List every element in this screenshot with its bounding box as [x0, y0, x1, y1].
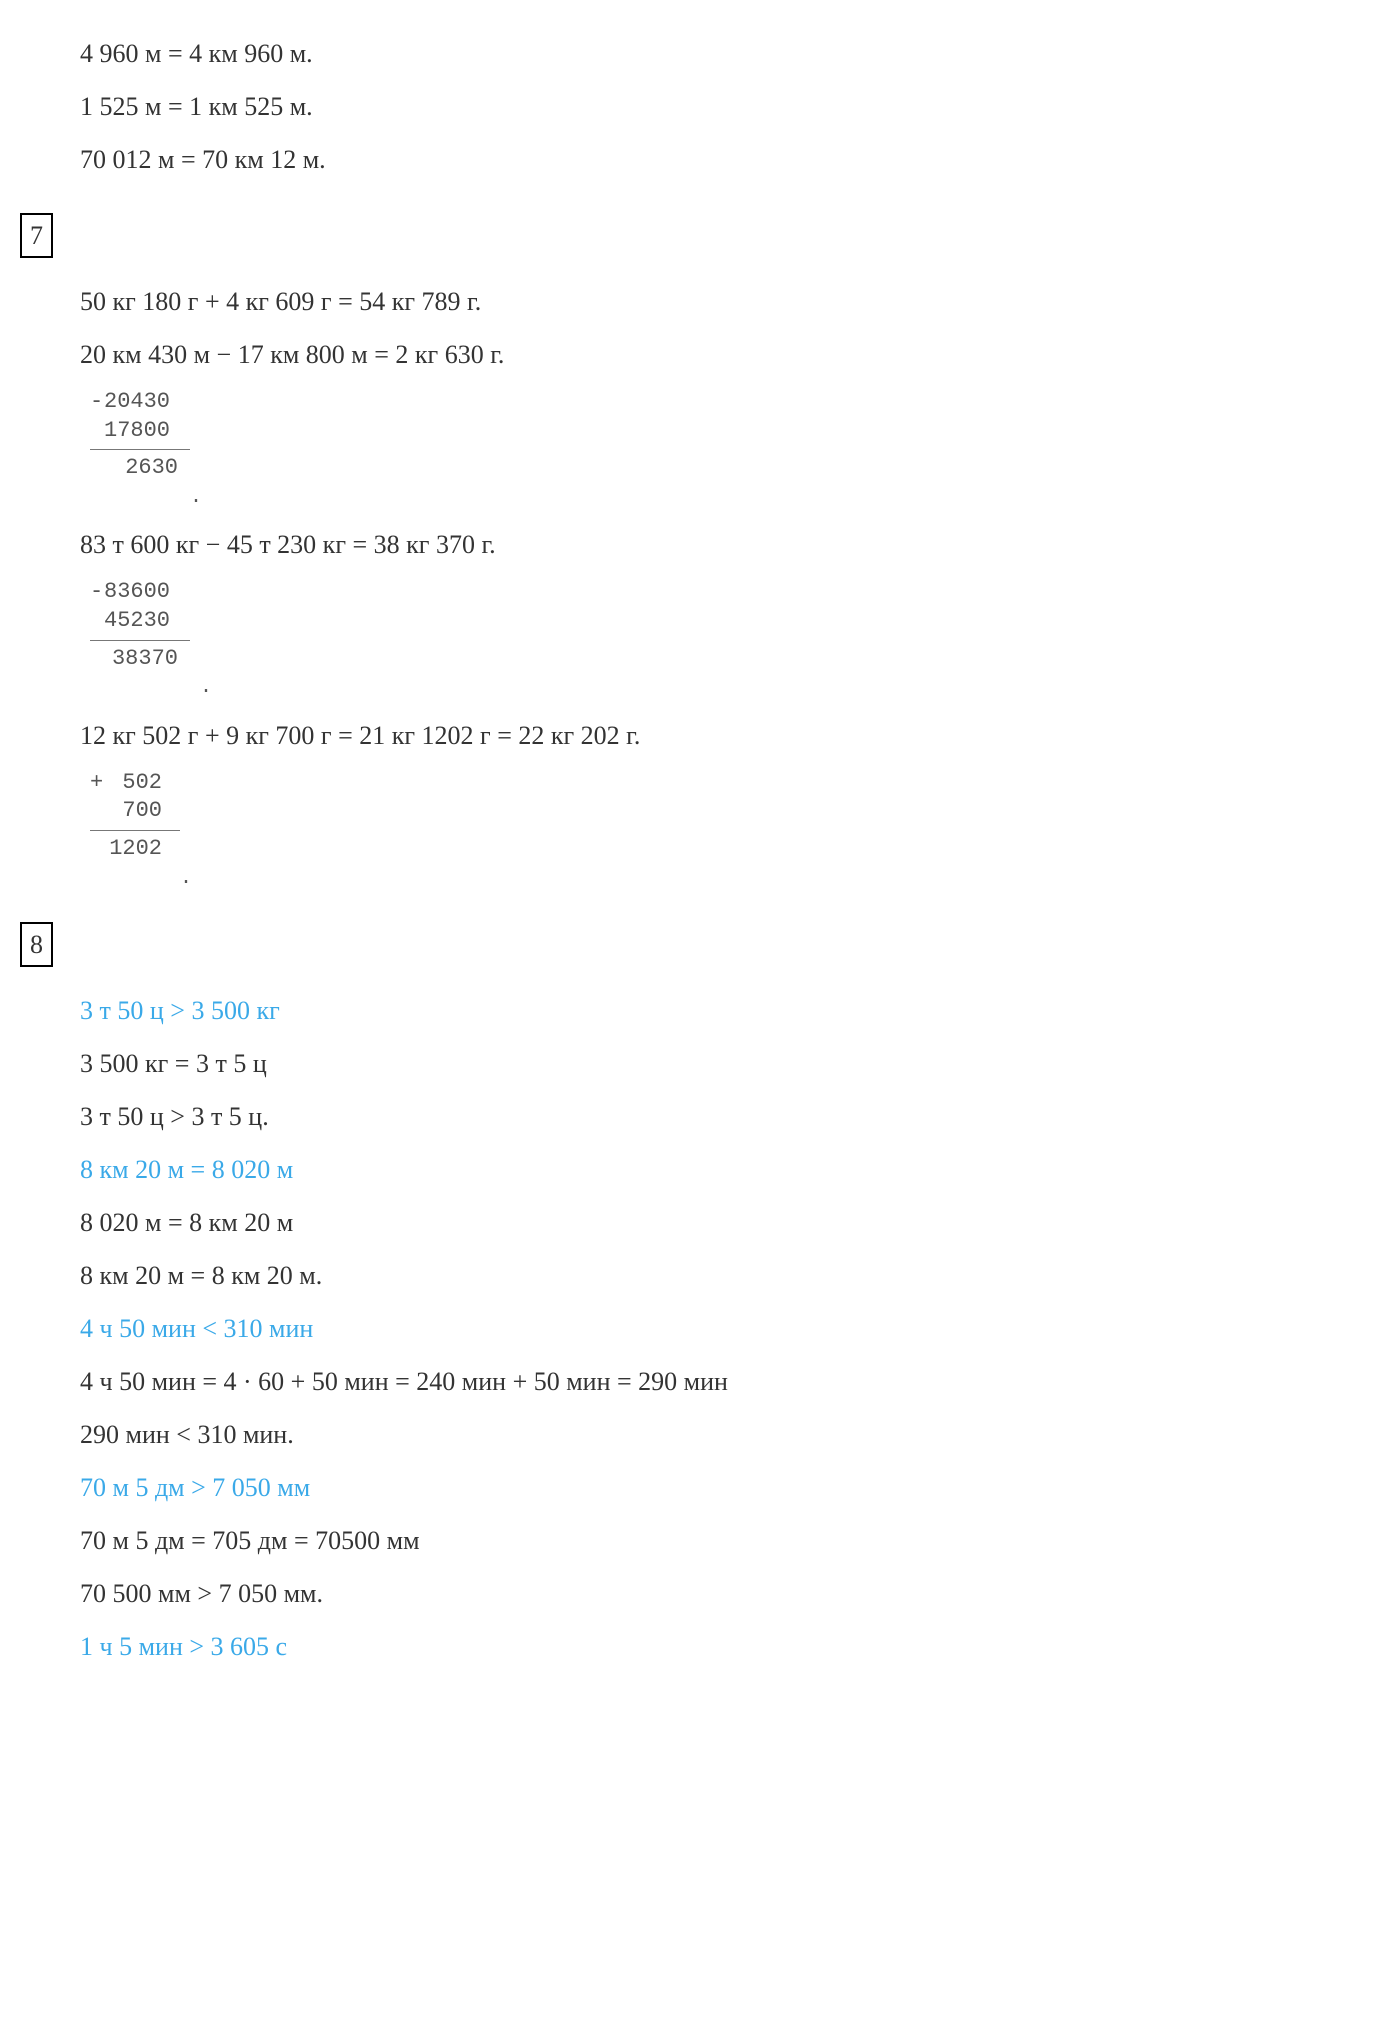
calc3-r: 1202	[104, 835, 162, 864]
sec8-h1: 3 т 50 ц > 3 500 кг	[80, 991, 1360, 1030]
calc-block-2: -83600 45230 38370 .	[90, 578, 1360, 701]
calc1-sign: -	[90, 388, 104, 417]
sec7-line-1: 50 кг 180 г + 4 кг 609 г = 54 кг 789 г.	[80, 282, 1360, 321]
calc3-b: 700	[104, 797, 162, 826]
calc-block-1: -20430 17800 2630 .	[90, 388, 1360, 511]
sec8-l5: 4 ч 50 мин = 4 · 60 + 50 мин = 240 мин +…	[80, 1362, 1360, 1401]
sec8-l3: 8 020 м = 8 км 20 м	[80, 1203, 1360, 1242]
sec8-l7: 70 м 5 дм = 705 дм = 70500 мм	[80, 1521, 1360, 1560]
calc-block-3: +502 700 1202 .	[90, 769, 1360, 892]
calc3-rule	[90, 830, 180, 831]
sec8-h4: 70 м 5 дм > 7 050 мм	[80, 1468, 1360, 1507]
sec8-l8: 70 500 мм > 7 050 мм.	[80, 1574, 1360, 1613]
calc3-sign: +	[90, 769, 104, 798]
calc1-r: 2630	[104, 454, 178, 483]
calc1-a: 20430	[104, 388, 170, 417]
calc2-sign: -	[90, 578, 104, 607]
section-number-7: 7	[20, 213, 53, 258]
calc2-r: 38370	[104, 645, 178, 674]
sec8-l4: 8 км 20 м = 8 км 20 м.	[80, 1256, 1360, 1295]
intro-line-2: 1 525 м = 1 км 525 м.	[80, 87, 1360, 126]
calc1-rule	[90, 449, 190, 450]
intro-line-1: 4 960 м = 4 км 960 м.	[80, 34, 1360, 73]
sec8-h3: 4 ч 50 мин < 310 мин	[80, 1309, 1360, 1348]
calc3-dot: .	[180, 867, 192, 890]
calc2-dot: .	[200, 676, 212, 699]
intro-line-3: 70 012 м = 70 км 12 м.	[80, 140, 1360, 179]
sec7-line-3: 83 т 600 кг − 45 т 230 кг = 38 кг 370 г.	[80, 525, 1360, 564]
sec7-line-4: 12 кг 502 г + 9 кг 700 г = 21 кг 1202 г …	[80, 716, 1360, 755]
calc3-a: 502	[104, 769, 162, 798]
sec8-h2: 8 км 20 м = 8 020 м	[80, 1150, 1360, 1189]
sec8-h5: 1 ч 5 мин > 3 605 с	[80, 1627, 1360, 1666]
calc1-b: 17800	[104, 417, 170, 446]
sec8-l1: 3 500 кг = 3 т 5 ц	[80, 1044, 1360, 1083]
sec8-l6: 290 мин < 310 мин.	[80, 1415, 1360, 1454]
section-number-8: 8	[20, 922, 53, 967]
calc2-a: 83600	[104, 578, 170, 607]
calc2-b: 45230	[104, 607, 170, 636]
calc2-rule	[90, 640, 190, 641]
sec7-line-2: 20 км 430 м − 17 км 800 м = 2 кг 630 г.	[80, 335, 1360, 374]
calc1-dot: .	[190, 486, 202, 509]
sec8-l2: 3 т 50 ц > 3 т 5 ц.	[80, 1097, 1360, 1136]
